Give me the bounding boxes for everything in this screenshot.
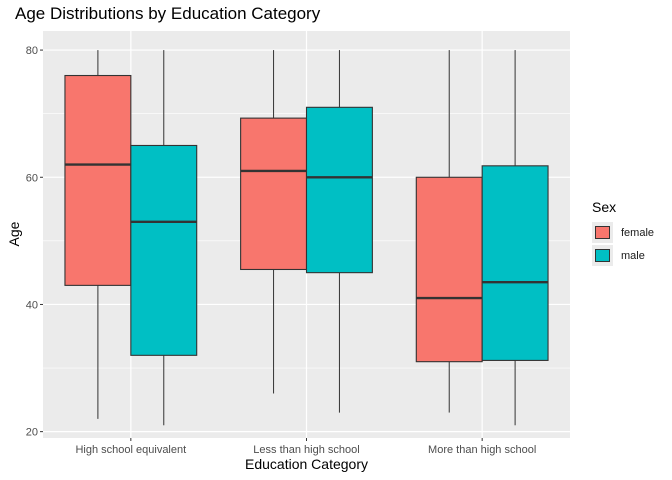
box-female — [415, 176, 483, 363]
legend-label-female: female — [621, 226, 655, 239]
legend: Sex female male — [592, 199, 654, 267]
box-male — [481, 165, 549, 361]
x-axis-label: Education Category — [245, 456, 368, 472]
legend-label-male: male — [621, 249, 645, 262]
legend-key-female — [592, 222, 613, 243]
x-tick-label: More than high school — [428, 444, 536, 456]
box-male — [305, 106, 373, 274]
legend-item-male: male — [592, 244, 654, 267]
box-male — [130, 144, 198, 356]
legend-item-female: female — [592, 221, 654, 244]
x-tick-label: High school equivalent — [75, 444, 186, 456]
box-female — [64, 74, 132, 286]
y-tick-label: 80 — [26, 45, 38, 57]
y-tick-label: 20 — [26, 427, 38, 439]
x-tick-label: Less than high school — [253, 444, 359, 456]
legend-swatch-female — [595, 226, 610, 239]
y-tick-label: 60 — [26, 172, 38, 184]
legend-title: Sex — [592, 199, 617, 215]
box-female — [240, 117, 308, 271]
chart-title: Age Distributions by Education Category — [15, 4, 321, 23]
legend-swatch-male — [595, 249, 610, 262]
y-axis-label: Age — [6, 221, 22, 247]
y-tick-label: 40 — [26, 299, 38, 311]
legend-key-male — [592, 245, 613, 266]
